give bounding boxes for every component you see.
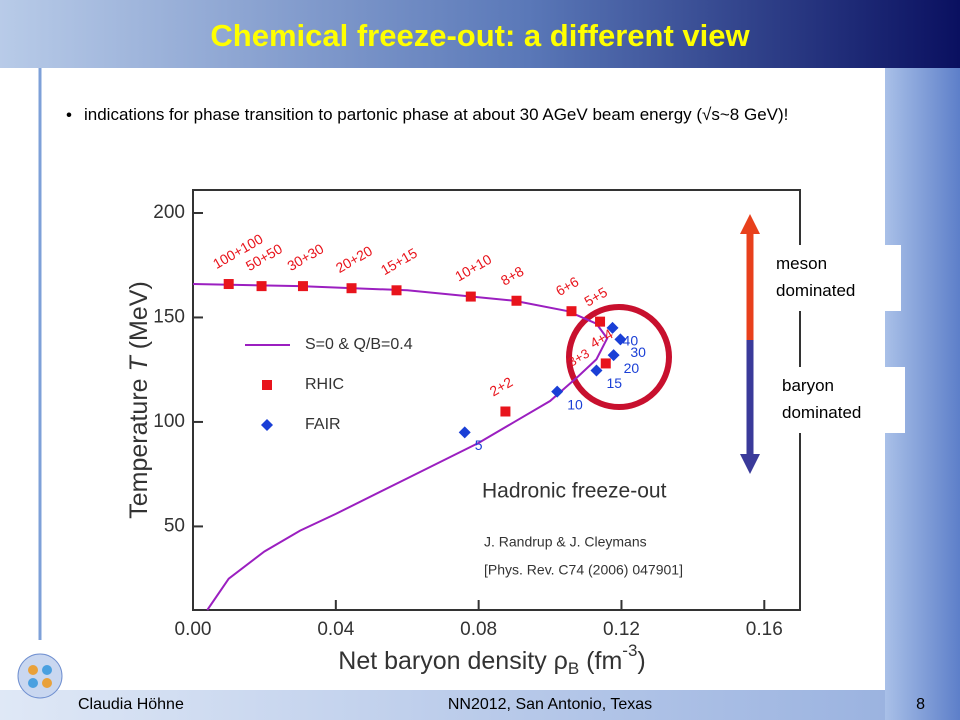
- point-label: 40: [623, 333, 639, 349]
- footer-bar: [0, 690, 885, 720]
- title-bar: [0, 0, 960, 68]
- up-arrow-head: [740, 214, 760, 234]
- point-label: 30: [630, 344, 646, 360]
- footer-event: NN2012, San Antonio, Texas: [448, 696, 652, 713]
- diamond-marker: [551, 385, 564, 398]
- y-label-part: (MeV): [125, 281, 153, 356]
- legend-label: S=0 & Q/B=0.4: [305, 336, 413, 353]
- x-tick-label: 0.12: [603, 619, 640, 640]
- x-label-part: B: [568, 659, 579, 678]
- label-box: [768, 245, 901, 311]
- x-label-part: (fm: [579, 647, 622, 675]
- y-tick-label: 50: [164, 515, 185, 536]
- point-label: 10: [567, 396, 583, 412]
- square-marker: [465, 291, 476, 302]
- x-tick-label: 0.08: [460, 619, 497, 640]
- x-tick-label: 0.00: [175, 619, 212, 640]
- square-marker: [262, 380, 272, 390]
- diamond-marker: [590, 364, 603, 377]
- diamond-marker: [606, 321, 619, 334]
- x-label-part: -3: [622, 641, 637, 660]
- square-marker: [223, 279, 234, 290]
- y-label-part: Temperature: [125, 371, 153, 518]
- square-marker: [500, 406, 511, 417]
- diamond-marker: [614, 333, 627, 346]
- side-label: baryon dominated: [782, 376, 862, 422]
- y-tick-label: 200: [153, 202, 185, 223]
- point-label: 20: [624, 360, 640, 376]
- baryon-box: baryon dominated: [782, 376, 862, 422]
- meson-box: meson dominated: [776, 254, 856, 300]
- y-tick-label: 150: [153, 306, 185, 327]
- bullet-dot: •: [66, 105, 72, 124]
- y-axis-label: Temperature T (MeV): [125, 281, 153, 519]
- footer-page: 8: [916, 696, 925, 713]
- square-marker: [511, 295, 522, 306]
- annotation: [Phys. Rev. C74 (2006) 047901]: [484, 562, 683, 578]
- annotation: Hadronic freeze-out: [482, 480, 667, 503]
- square-marker: [566, 306, 577, 317]
- y-tick-label: 100: [153, 411, 185, 432]
- point-label: 5: [475, 437, 483, 453]
- highlight-circle: [566, 304, 672, 410]
- down-arrow-head: [740, 454, 760, 474]
- diamond-marker: [261, 419, 273, 431]
- x-tick-label: 0.04: [317, 619, 354, 640]
- square-marker: [297, 281, 308, 292]
- square-marker: [391, 285, 402, 296]
- legend-label: RHIC: [305, 376, 344, 393]
- square-marker: [346, 283, 357, 294]
- footer-author: Claudia Höhne: [78, 696, 184, 713]
- y-label-part: T: [125, 354, 153, 371]
- side-label: meson dominated: [776, 254, 856, 300]
- square-marker: [600, 358, 611, 369]
- square-marker: [256, 281, 267, 292]
- point-label: 15: [606, 375, 622, 391]
- x-label-part: ): [637, 647, 645, 675]
- logo: [17, 653, 63, 699]
- square-marker: [595, 316, 606, 327]
- x-tick-label: 0.16: [746, 619, 783, 640]
- legend-label: FAIR: [305, 416, 341, 433]
- model-curve: [192, 283, 609, 611]
- bullet-text: indications for phase transition to part…: [84, 105, 789, 124]
- x-label-part: Net baryon density ρ: [338, 647, 568, 675]
- label-box: [768, 367, 905, 433]
- diamond-marker: [607, 349, 620, 362]
- x-axis-label: Net baryon density ρB (fm-3): [338, 641, 645, 678]
- diamond-marker: [458, 426, 471, 439]
- slide-title: Chemical freeze-out: a different view: [210, 18, 750, 53]
- bullet-box: indications for phase transition to part…: [84, 105, 789, 124]
- annotation: J. Randrup & J. Cleymans: [484, 534, 647, 550]
